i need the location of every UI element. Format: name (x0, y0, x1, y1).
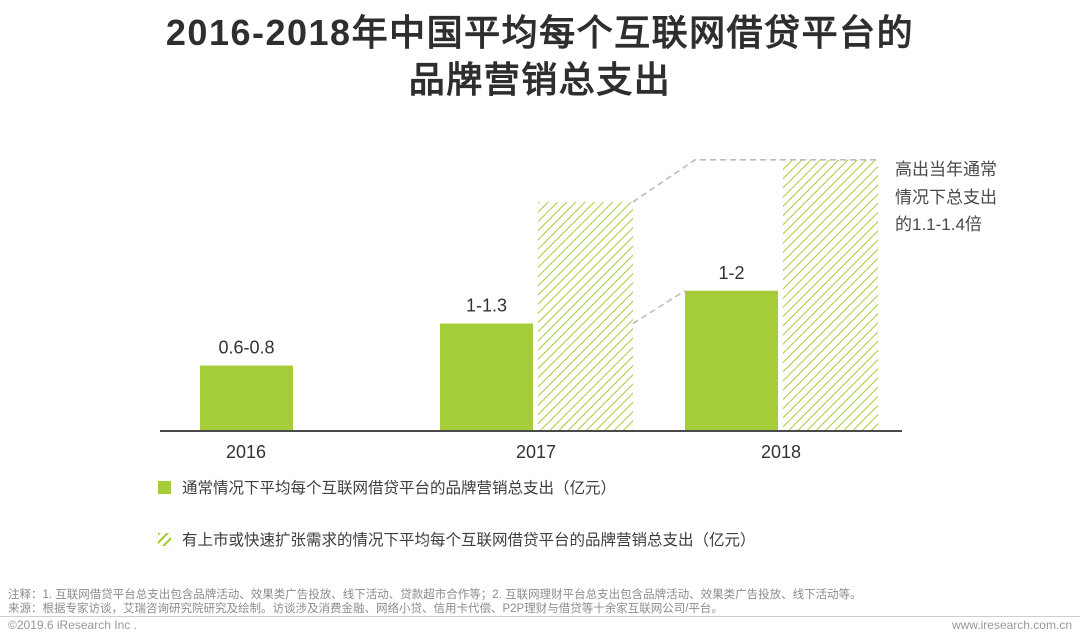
bar-chart: 0.6-0.8 2016 1-1.3 2017 1-2 2018 (150, 140, 910, 470)
bar-solid-2016 (200, 365, 293, 431)
legend-swatch-solid-icon (158, 480, 171, 494)
legend: 通常情况下平均每个互联网借贷平台的品牌营销总支出（亿元） 有上市或快速扩张需求的… (158, 476, 756, 580)
footer-bar: ©2019.6 iResearch Inc . www.iresearch.co… (0, 616, 1080, 632)
legend-item-expansion: 有上市或快速扩张需求的情况下平均每个互联网借贷平台的品牌营销总支出（亿元） (158, 528, 756, 550)
footnotes: 注释：1. 互联网借贷平台总支出包含品牌活动、效果类广告投放、线下活动、贷款超市… (8, 588, 1072, 616)
chart-content: 0.6-0.8 2016 1-1.3 2017 1-2 2018 (160, 159, 902, 462)
bar-value-label-2016: 0.6-0.8 (218, 338, 274, 358)
chart-annotation: 高出当年通常 情况下总支出 的1.1-1.4倍 (895, 160, 997, 235)
bar-solid-2017 (440, 323, 533, 431)
legend-label-usual: 通常情况下平均每个互联网借贷平台的品牌营销总支出（亿元） (182, 480, 617, 497)
footer-copyright: ©2019.6 iResearch Inc . (8, 617, 137, 632)
chart-canvas: 0.6-0.8 2016 1-1.3 2017 1-2 2018 (160, 159, 902, 462)
legend-item-usual: 通常情况下平均每个互联网借贷平台的品牌营销总支出（亿元） (158, 476, 756, 498)
x-axis-label-2018: 2018 (761, 442, 801, 462)
x-axis-label-2016: 2016 (226, 442, 266, 462)
bar-value-label-2017: 1-1.3 (466, 295, 507, 315)
footnote-note: 注释：1. 互联网借贷平台总支出包含品牌活动、效果类广告投放、线下活动、贷款超市… (8, 589, 862, 601)
bar-hatched-2017 (538, 201, 633, 431)
legend-swatch-hatched-icon (158, 532, 171, 546)
bar-solid-2018 (685, 290, 778, 431)
chart-title: 2016-2018年中国平均每个互联网借贷平台的 品牌营销总支出 (165, 12, 915, 100)
bar-value-label-2018: 1-2 (718, 263, 744, 283)
x-axis-label-2017: 2017 (516, 442, 556, 462)
legend-label-expansion: 有上市或快速扩张需求的情况下平均每个互联网借贷平台的品牌营销总支出（亿元） (182, 532, 756, 549)
dashed-connector-top (632, 159, 878, 203)
footer-website-url: www.iresearch.com.cn (951, 617, 1072, 632)
footnote-source: 来源：根据专家访谈，艾瑞咨询研究院研究及绘制。访谈涉及消费金融、网络小贷、信用卡… (8, 603, 723, 615)
bar-hatched-2018 (783, 159, 878, 431)
dashed-connector-bottom (632, 290, 686, 325)
